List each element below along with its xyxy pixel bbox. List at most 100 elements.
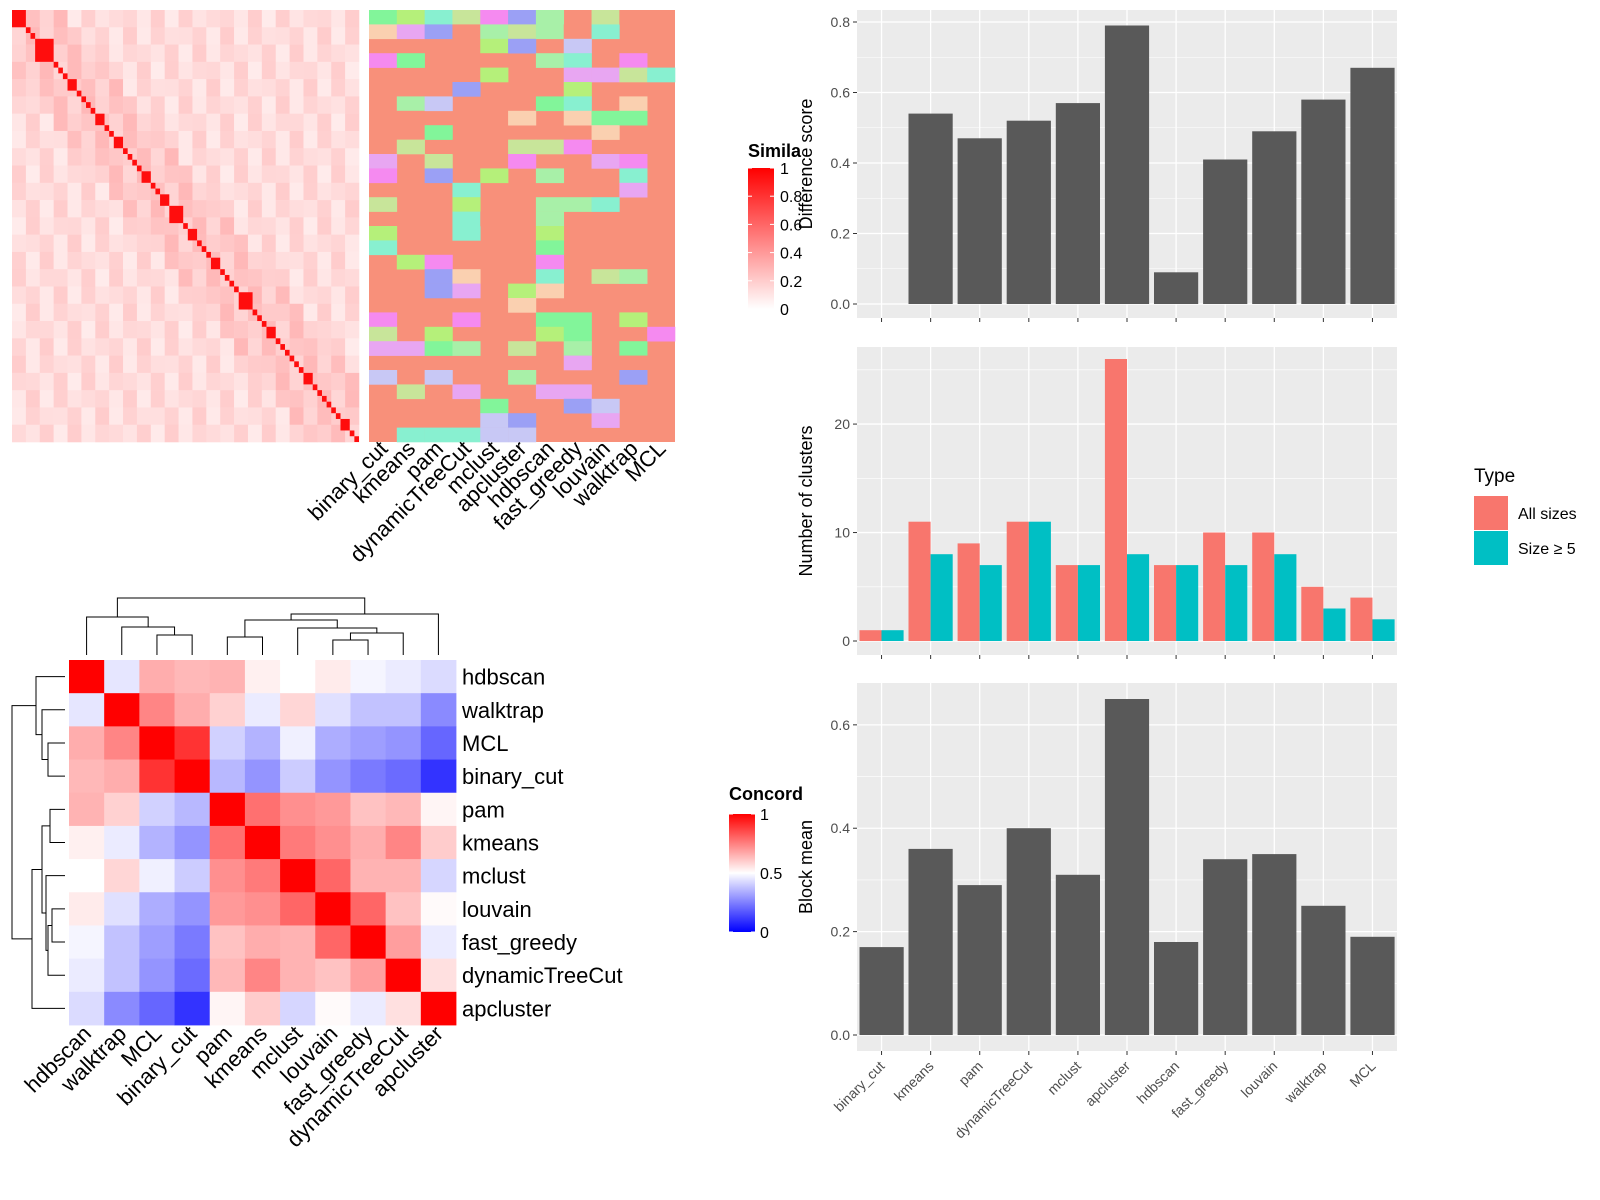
x-tick-label: kmeans [891,1058,937,1104]
concordance-cell [350,726,387,760]
similarity-cell [192,303,207,322]
similarity-cell [25,355,41,374]
x-tick-label: walktrap [1281,1058,1330,1107]
membership-cell [535,254,565,270]
similarity-cell [164,390,179,408]
similarity-cell [164,303,179,322]
similarity-cell [25,321,41,339]
concordance-cell [174,892,211,926]
membership-cell [563,24,592,40]
similarity-cell [331,10,346,28]
membership-cell [563,355,592,371]
concordance-cell [420,792,457,827]
similarity-cell [275,148,290,166]
similarity-diagonal-block [81,96,87,103]
similarity-cell [67,390,82,408]
dendrogram-branch [45,875,65,951]
similarity-cell [206,217,221,235]
similarity-cell [136,303,152,322]
similarity-cell [95,407,110,426]
similarity-cell [289,182,304,201]
similarity-cell [39,234,54,253]
concordance-row-label: MCL [462,731,508,756]
membership-cell [396,254,425,270]
concordance-cell [315,660,351,694]
similarity-cell [317,251,332,270]
similarity-cell [206,286,221,305]
membership-cell [508,139,537,155]
membership-cell [424,398,453,414]
similarity-cell [81,130,96,149]
similarity-cell [109,182,124,201]
similarity-cell [234,424,249,443]
similarity-cell [109,113,124,132]
similarity-cell [261,234,277,253]
similarity-cell [95,79,110,97]
similarity-cell [67,372,82,391]
similarity-diagonal-block [132,159,137,166]
similarity-cell [261,251,277,270]
concordance-cell [350,759,387,794]
similarity-cell [247,424,263,443]
similarity-cell [317,234,332,253]
similarity-cell [261,79,277,97]
similarity-cell [81,269,96,287]
y-tick-label: 0.2 [831,924,851,940]
y-tick-label: 0.6 [831,717,851,733]
similarity-cell [123,182,138,201]
similarity-cell [123,44,138,63]
similarity-cell [331,286,346,305]
similarity-cell [150,286,165,305]
membership-cell [508,413,537,428]
similarity-cell [95,424,110,443]
similarity-diagonal-block [35,38,54,62]
similarity-cell [247,355,263,374]
similarity-cell [206,10,221,28]
similarity-cell [12,338,27,356]
similarity-cell [109,407,124,426]
similarity-cell [123,303,138,322]
similarity-cell [53,217,68,235]
concordance-cell [420,693,457,727]
similarity-cell [261,286,277,305]
membership-cell [535,168,565,184]
similarity-cell [178,424,193,443]
similarity-cell [123,251,138,270]
similarity-cell [220,338,235,356]
similarity-cell [303,130,318,149]
membership-cell [396,427,425,443]
membership-cell [619,67,648,83]
membership-cell [619,182,648,198]
similarity-cell [192,10,207,28]
similarity-cell [220,251,235,270]
similarity-cell [12,355,27,374]
concordance-cell [174,825,211,860]
similarity-cell [331,321,346,339]
similarity-diagonal-block [294,361,299,368]
concordance-row-label: apcluster [462,996,551,1021]
membership-cell [508,10,537,25]
similarity-cell [123,79,138,97]
similarity-cell [206,130,221,149]
concordance-cell [174,958,211,993]
membership-cell [452,384,481,400]
concordance-cell [209,925,246,960]
membership-cell [452,226,481,241]
membership-cell [619,110,648,126]
similarity-cell [303,234,318,253]
concordance-row-label: kmeans [462,831,539,856]
similarity-cell [12,113,27,132]
similarity-cell [220,182,235,201]
similarity-heatmap [12,10,360,443]
similarity-diagonal-block [30,33,36,39]
similarity-cell [95,182,110,201]
similarity-cell [220,234,235,253]
similarity-cell [303,321,318,339]
concordance-cell [139,693,175,727]
similarity-cell [25,217,41,235]
concordance-cell [385,726,422,760]
similarity-cell [206,407,221,426]
similarity-diagonal-block [187,228,198,241]
similarity-cell [150,269,165,287]
concordance-color-bar [729,814,755,932]
